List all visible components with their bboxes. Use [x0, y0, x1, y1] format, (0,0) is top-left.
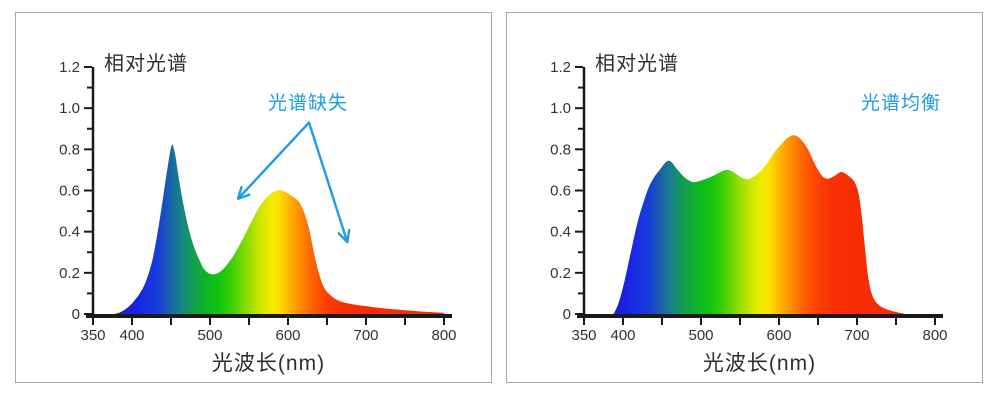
y-tick-label: 1.0: [59, 100, 80, 117]
y-tick-label: 0.8: [550, 141, 571, 158]
y-tick-label: 0.2: [59, 265, 80, 282]
y-tick-label: 0: [563, 306, 571, 323]
chart-title: 相对光谱: [104, 53, 188, 75]
spectrum-chart-missing: 350 400 500 600 700 800 0 0.2 0.4 0.6 0.8 1.0 1.2: [59, 59, 456, 344]
y-tick-label: 0: [72, 306, 80, 323]
y-tick-label: 0.8: [59, 141, 80, 158]
x-tick-label: 350: [80, 327, 105, 344]
chart-title: 相对光谱: [595, 53, 679, 75]
annotation-spectrum-missing: 光谱缺失: [267, 93, 349, 114]
x-tick-label: 700: [353, 327, 378, 344]
y-tick-label: 0.4: [59, 224, 80, 241]
y-tick-label: 1.2: [550, 59, 571, 76]
x-tick-label: 350: [571, 327, 596, 344]
x-tick-label: 600: [275, 327, 300, 344]
x-tick-label: 700: [844, 327, 869, 344]
y-tick-label: 1.2: [59, 59, 80, 76]
x-tick-label: 400: [610, 327, 635, 344]
x-tick-label: 800: [922, 327, 947, 344]
x-tick-label: 500: [197, 327, 222, 344]
x-tick-label: 800: [431, 327, 456, 344]
annotation-spectrum-balanced: 光谱均衡: [860, 93, 942, 114]
spectrum-area: [114, 144, 445, 315]
annotation-arrow: [236, 121, 311, 200]
x-tick-label: 600: [766, 327, 791, 344]
x-tick-label: 500: [688, 327, 713, 344]
panel-spectrum-balanced: 350 400 500 600 700 800 0 0.2 0.4 0.6 0.8 1.0 1.2 相对…: [506, 12, 983, 383]
panel-spectrum-missing: 350 400 500 600 700 800 0 0.2 0.4 0.6 0.8 1.0 1.2 相对…: [15, 12, 492, 383]
spectrum-chart-balanced: 350 400 500 600 700 800 0 0.2 0.4 0.6 0.8 1.0 1.2: [550, 59, 947, 344]
y-tick-label: 0.6: [59, 183, 80, 200]
x-axis-title: 光波长(nm): [211, 352, 326, 375]
spectrum-area: [613, 135, 904, 315]
y-tick-label: 0.4: [550, 224, 571, 241]
y-tick-label: 0.6: [550, 183, 571, 200]
y-tick-label: 1.0: [550, 100, 571, 117]
x-tick-label: 400: [119, 327, 144, 344]
x-axis-title: 光波长(nm): [702, 352, 817, 375]
annotation-arrow: [307, 121, 351, 244]
y-tick-label: 0.2: [550, 265, 571, 282]
